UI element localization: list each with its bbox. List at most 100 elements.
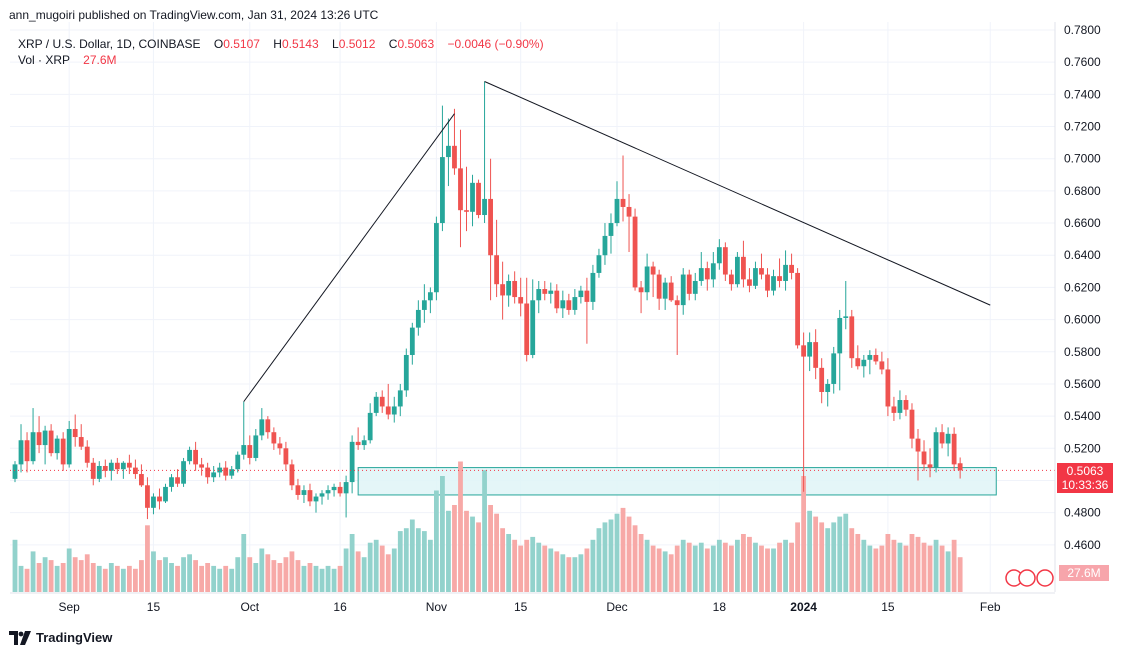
candle — [470, 174, 475, 227]
candle — [813, 329, 819, 380]
volume-bar — [813, 516, 819, 592]
candle-body — [674, 300, 680, 306]
candle — [241, 401, 247, 460]
candle — [915, 428, 921, 481]
volume-bar — [710, 545, 716, 592]
candle — [867, 350, 873, 375]
us-flag-icon[interactable] — [1036, 569, 1054, 587]
candle-body — [355, 441, 361, 446]
tradingview-logo-icon — [9, 630, 31, 645]
volume-bar — [524, 539, 530, 592]
candle-body — [843, 316, 849, 318]
us-flag-icon[interactable] — [1018, 569, 1036, 587]
candle — [385, 383, 391, 420]
volume-bar — [415, 528, 421, 592]
candle — [102, 459, 108, 478]
candle-body — [337, 486, 343, 494]
volume-bar — [373, 539, 379, 592]
candle-body — [819, 367, 825, 392]
candle — [446, 118, 451, 187]
candle — [735, 252, 740, 288]
volume-bar — [133, 568, 138, 592]
volume-bar — [560, 554, 566, 592]
support-zone — [357, 467, 997, 496]
candle — [524, 277, 530, 362]
candle-body — [512, 280, 518, 298]
candle — [710, 252, 716, 288]
time-tick-label: 15 — [514, 600, 528, 614]
volume-bar — [783, 539, 788, 592]
candle-body — [735, 256, 740, 285]
volume-value: 27.6M — [83, 53, 117, 67]
candle — [602, 223, 608, 265]
candle-body — [391, 406, 397, 415]
candle-body — [452, 145, 457, 169]
volume-bar — [771, 548, 776, 592]
candle — [319, 490, 325, 505]
candle-body — [813, 342, 819, 368]
candle-body — [271, 432, 277, 444]
volume-bar — [96, 565, 102, 592]
price-tick-label: 0.7400 — [1064, 87, 1101, 101]
candle-body — [921, 451, 927, 465]
volume-bar — [735, 539, 740, 592]
volume-bar — [482, 470, 487, 592]
candle — [632, 208, 638, 291]
candle-body — [945, 433, 951, 444]
candle — [843, 280, 849, 330]
candle — [626, 194, 632, 253]
candle — [542, 280, 548, 301]
volume-bar — [825, 528, 831, 592]
candle — [686, 269, 692, 301]
candle-body — [518, 297, 524, 304]
symbol-name[interactable]: XRP / U.S. Dollar, 1D, COINBASE — [18, 37, 201, 51]
volume-bar — [722, 542, 728, 592]
candle — [223, 461, 229, 481]
volume-bar — [253, 563, 259, 592]
volume-bar — [470, 516, 475, 592]
volume-bar — [494, 513, 499, 592]
candle-body — [789, 264, 794, 273]
candle — [885, 358, 891, 417]
candle-body — [747, 279, 752, 286]
volume-bar — [951, 539, 957, 592]
volume-bar — [151, 551, 156, 592]
volume-bar — [265, 554, 271, 592]
candle-body — [54, 438, 60, 454]
volume-label[interactable]: Vol · XRP — [18, 53, 70, 67]
candle — [855, 345, 861, 370]
volume-bar — [397, 531, 403, 592]
time-axis[interactable]: Sep 15 Oct 16 Nov 15 Dec 18 2024 15 Feb — [59, 600, 1001, 614]
candle — [54, 435, 60, 460]
candle — [506, 274, 512, 307]
volume-bar — [855, 534, 861, 592]
candle-body — [181, 461, 186, 484]
volume-bar — [427, 539, 433, 592]
tradingview-logo[interactable]: TradingView — [9, 630, 112, 645]
candle — [409, 322, 415, 365]
logo-text: TradingView — [36, 630, 113, 645]
candle-body — [409, 327, 415, 355]
volume-bar — [72, 557, 78, 592]
volume-bar — [620, 507, 626, 592]
volume-bar — [873, 548, 879, 592]
support-zone-layer — [357, 467, 997, 496]
candle-body — [957, 463, 963, 471]
time-tick-label: Dec — [606, 600, 627, 614]
candle — [572, 289, 578, 315]
event-flags[interactable] — [1005, 569, 1054, 587]
price-axis[interactable]: 0.7800 0.7600 0.7400 0.7200 0.7000 0.6800 0.66… — [1064, 23, 1101, 552]
candle — [391, 396, 397, 423]
candle — [108, 459, 114, 481]
candle — [403, 348, 409, 397]
candle-body — [777, 276, 782, 281]
volume-bar — [385, 554, 391, 592]
candle-body — [84, 446, 90, 463]
candle — [783, 250, 788, 291]
candle — [482, 81, 487, 224]
volume-bar — [957, 557, 963, 592]
candle — [837, 309, 843, 391]
volume-bar — [325, 565, 331, 592]
volume-bar — [674, 545, 680, 592]
